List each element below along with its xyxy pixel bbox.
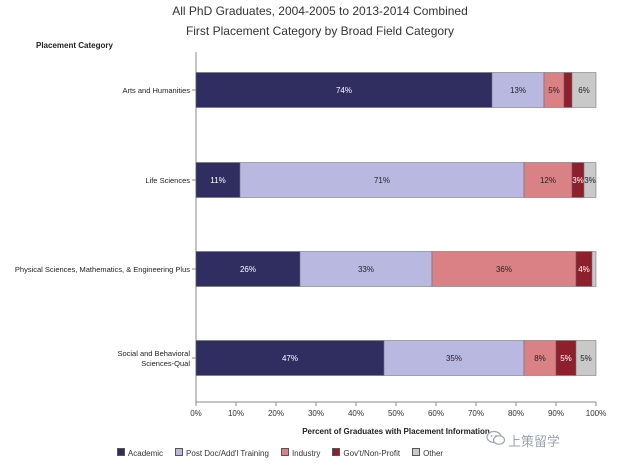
data-label: 6% xyxy=(578,86,590,95)
x-tick-label: 10% xyxy=(228,409,244,418)
x-tick-label: 20% xyxy=(268,409,284,418)
x-tick-label: 30% xyxy=(308,409,324,418)
watermark-text: 上策留学 xyxy=(508,434,561,449)
legend-item: Post Doc/Add'l Training xyxy=(175,448,269,458)
bar-segment xyxy=(571,72,597,108)
bar-segment xyxy=(523,162,573,198)
bar-segment xyxy=(239,162,525,198)
bar-segment xyxy=(195,162,241,198)
x-tick-label: 70% xyxy=(468,409,484,418)
y-axis-label: Placement Category xyxy=(36,41,113,50)
chart-title: All PhD Graduates, 2004-2005 to 2013-201… xyxy=(172,4,468,18)
data-label: 4% xyxy=(578,265,590,274)
bar-segment xyxy=(299,251,433,287)
bar-segment xyxy=(583,162,597,198)
legend-swatch xyxy=(175,448,184,456)
bar-segment xyxy=(563,72,573,108)
legend-label: Post Doc/Add'l Training xyxy=(186,449,269,458)
data-label: 13% xyxy=(510,86,526,95)
data-label: 33% xyxy=(358,265,374,274)
bar-segment xyxy=(195,251,301,287)
legend-item: Academic xyxy=(116,448,164,458)
category-label: Life Sciences xyxy=(145,176,190,185)
legend-label: Academic xyxy=(127,449,164,458)
chart-subtitle: First Placement Category by Broad Field … xyxy=(185,24,455,38)
data-label: 12% xyxy=(540,176,556,185)
data-label: 3% xyxy=(584,176,596,185)
bar-segment xyxy=(431,251,577,287)
x-tick-label: 80% xyxy=(508,409,524,418)
data-label: 5% xyxy=(560,354,572,363)
data-label: 74% xyxy=(336,86,352,95)
bar-segment xyxy=(591,251,597,287)
data-label: 5% xyxy=(548,86,560,95)
x-axis-label: Percent of Graduates with Placement Info… xyxy=(302,427,490,436)
legend-swatch xyxy=(332,448,341,456)
legend-label: Other xyxy=(423,449,444,458)
legend-swatch xyxy=(412,448,421,456)
legend: Academic Post Doc/Add'l Training Industry G… xyxy=(0,448,560,458)
x-tick-label: 40% xyxy=(348,409,364,418)
category-label: Physical Sciences, Mathematics, & Engine… xyxy=(15,265,190,274)
bar-segment xyxy=(195,72,493,108)
legend-label: Industry xyxy=(291,449,321,458)
legend-label: Gov't/Non-Profit xyxy=(343,449,401,458)
data-label: 47% xyxy=(282,354,298,363)
x-tick-label: 50% xyxy=(388,409,404,418)
data-label: 11% xyxy=(210,176,225,185)
bar-segment xyxy=(523,340,557,376)
data-label: 71% xyxy=(374,176,390,185)
legend-item: Other xyxy=(412,448,443,458)
data-label: 35% xyxy=(446,354,462,363)
legend-item: Gov't/Non-Profit xyxy=(332,448,400,458)
data-label: 26% xyxy=(240,265,256,274)
bar-segment xyxy=(195,340,385,376)
legend-item: Industry xyxy=(280,448,321,458)
data-label: 36% xyxy=(496,265,512,274)
x-tick-label: 90% xyxy=(548,409,564,418)
category-label: Social and Behavioral Sciences-Qual xyxy=(117,349,190,368)
x-tick-label: 100% xyxy=(586,409,606,418)
bar-segment xyxy=(383,340,525,376)
bar-segment xyxy=(575,340,597,376)
data-label: 3% xyxy=(572,176,584,185)
data-label: 5% xyxy=(580,354,592,363)
legend-swatch xyxy=(116,448,125,456)
data-label: 8% xyxy=(534,354,546,363)
legend-swatch xyxy=(280,448,289,456)
wechat-icon xyxy=(486,430,506,445)
bar-segment xyxy=(491,72,545,108)
x-tick-label: 60% xyxy=(428,409,444,418)
x-tick-label: 0% xyxy=(190,409,202,418)
category-label: Arts and Humanities xyxy=(122,86,190,95)
